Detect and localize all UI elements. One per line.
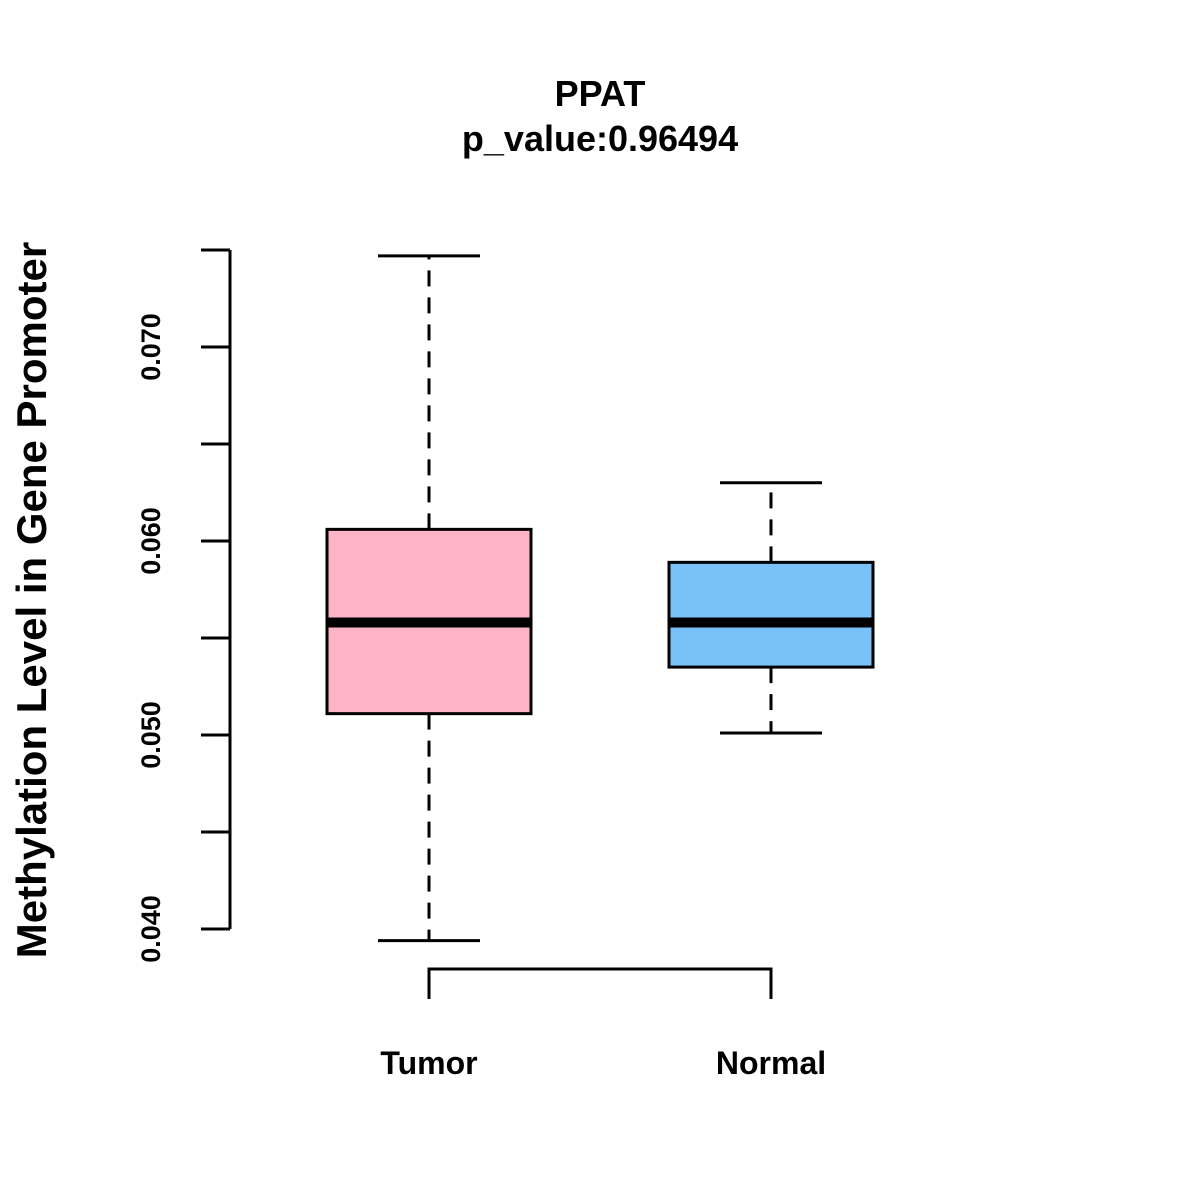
y-tick-label: 0.060 [136, 507, 166, 575]
y-tick-label: 0.070 [136, 313, 166, 381]
box-normal [667, 481, 875, 735]
bracket-line [427, 967, 773, 999]
iqr-box [667, 560, 875, 669]
y-tick-label: 0.040 [136, 895, 166, 963]
y-axis: 0.040 0.050 0.060 0.070 [136, 248, 232, 963]
x-axis-labels: Tumor Normal [380, 1045, 826, 1081]
boxes-group [325, 254, 875, 943]
chart-subtitle: p_value:0.96494 [462, 118, 738, 159]
x-category-label: Tumor [380, 1045, 477, 1081]
y-axis-label: Methylation Level in Gene Promoter [8, 242, 55, 958]
x-category-label: Normal [716, 1045, 826, 1081]
chart-title: PPAT [555, 73, 646, 114]
comparison-bracket [427, 967, 773, 999]
box-tumor [325, 254, 533, 943]
y-tick-label: 0.050 [136, 701, 166, 769]
